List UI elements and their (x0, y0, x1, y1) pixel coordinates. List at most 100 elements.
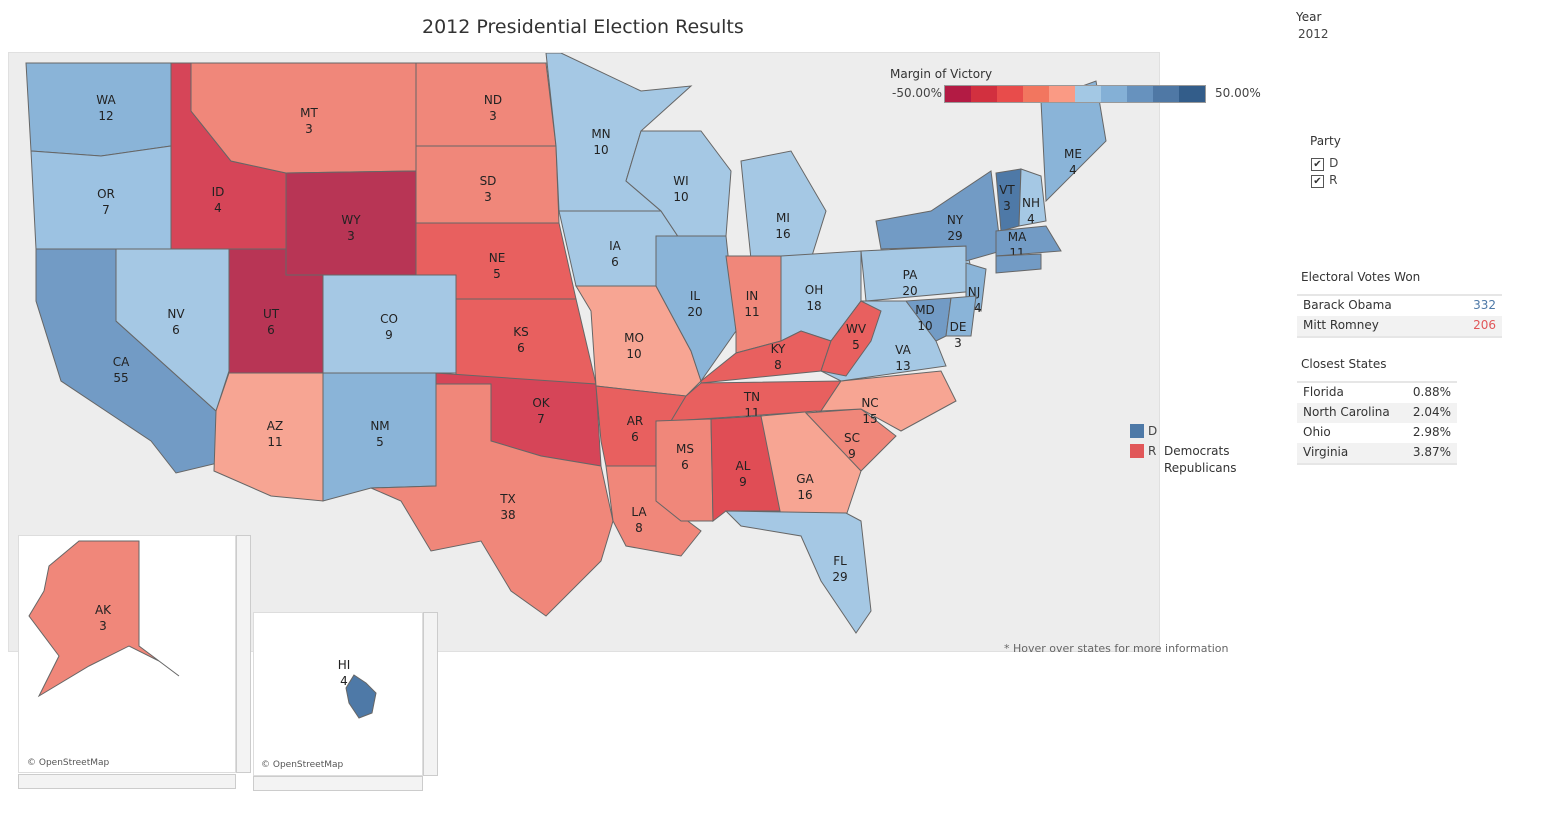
table-row[interactable]: North Carolina 2.04% (1297, 403, 1457, 423)
state-label: SD 3 (480, 174, 497, 204)
state-hi[interactable] (345, 674, 377, 719)
republican-swatch (1130, 443, 1144, 458)
state-label: NH 4 (1022, 196, 1040, 226)
party-option-label: D (1329, 156, 1339, 170)
alaska-vertical-scrollbar[interactable] (236, 535, 251, 773)
state-wv[interactable] (820, 300, 882, 377)
state-label: CA 55 (113, 355, 130, 385)
votes-value: 206 (1473, 318, 1496, 332)
party-option-label: R (1329, 173, 1338, 187)
state-label: GA 16 (796, 472, 814, 502)
table-row[interactable]: Barack Obama 332 (1297, 296, 1502, 316)
democrat-swatch (1130, 423, 1144, 438)
state-label: NY 29 (947, 213, 964, 243)
margin-value: 2.98% (1412, 425, 1451, 439)
state-ks[interactable] (455, 298, 597, 385)
state-label: ME 4 (1064, 147, 1082, 177)
ramp-swatch (1049, 86, 1075, 102)
year-filter-label: Year (1296, 10, 1322, 24)
state-label: LA 8 (631, 505, 647, 535)
state-label: MO 10 (624, 331, 644, 361)
legend-republicans: Republicans (1164, 461, 1237, 475)
year-filter-value[interactable]: 2012 (1298, 27, 1329, 41)
state-label: MI 16 (775, 211, 790, 241)
state-pa[interactable] (860, 245, 977, 302)
legend-min: -50.00% (892, 86, 943, 100)
state-nh[interactable] (1018, 168, 1047, 227)
table-row[interactable]: Florida 0.88% (1297, 383, 1457, 403)
state-label: OK 7 (532, 396, 550, 426)
state-name: North Carolina (1303, 405, 1390, 419)
state-label: UT 6 (263, 307, 280, 337)
legend-code-r: R (1148, 443, 1157, 458)
state-label: AK 3 (95, 603, 112, 633)
table-row[interactable]: Ohio 2.98% (1297, 423, 1457, 443)
ramp-swatch (971, 86, 997, 102)
alaska-map[interactable]: AK 3 (19, 536, 235, 772)
state-label: KY 8 (771, 342, 786, 372)
state-ms[interactable] (655, 418, 714, 522)
state-label: MN 10 (591, 127, 610, 157)
ramp-swatch (1179, 86, 1205, 102)
alaska-horizontal-scrollbar[interactable] (18, 774, 236, 789)
ramp-swatch (1127, 86, 1153, 102)
margin-value: 0.88% (1412, 385, 1451, 399)
state-label: MS 6 (676, 442, 694, 472)
osm-attribution: © OpenStreetMap (261, 760, 344, 770)
state-ky[interactable] (700, 330, 832, 384)
dashboard-title: 2012 Presidential Election Results (422, 16, 744, 38)
state-ma[interactable] (995, 225, 1062, 257)
candidate-name: Barack Obama (1303, 298, 1392, 312)
state-label: AR 6 (627, 414, 644, 444)
state-ak[interactable] (28, 540, 180, 698)
state-label: MT 3 (300, 106, 318, 136)
hawaii-horizontal-scrollbar[interactable] (253, 776, 423, 791)
candidate-name: Mitt Romney (1303, 318, 1379, 332)
party-filter-r[interactable]: ✔ R (1311, 169, 1337, 188)
legend-democrats: Democrats (1164, 444, 1230, 458)
state-label: IL 20 (687, 289, 702, 319)
hawaii-vertical-scrollbar[interactable] (423, 612, 438, 776)
state-label: WA 12 (96, 93, 116, 123)
state-label: WY 3 (341, 213, 361, 243)
state-de[interactable] (945, 295, 977, 337)
party-filter-d[interactable]: ✔ D (1311, 152, 1338, 171)
state-label: WI 10 (673, 174, 688, 204)
ramp-swatch (997, 86, 1023, 102)
state-name: Virginia (1303, 445, 1349, 459)
table-row[interactable]: Virginia 3.87% (1297, 443, 1457, 463)
state-label: NE 5 (489, 251, 506, 281)
ramp-swatch (1153, 86, 1179, 102)
margin-value: 3.87% (1412, 445, 1451, 459)
checkbox-checked-icon[interactable]: ✔ (1311, 175, 1324, 188)
hawaii-inset[interactable]: HI 4 © OpenStreetMap (253, 612, 423, 776)
state-label: KS 6 (513, 325, 529, 355)
state-label: NV 6 (167, 307, 185, 337)
state-label: WV 5 (846, 322, 867, 352)
state-label: ID 4 (212, 185, 225, 215)
ramp-swatch (1023, 86, 1049, 102)
state-ct[interactable] (995, 253, 1042, 274)
table-row[interactable]: Mitt Romney 206 (1297, 316, 1502, 336)
state-label: DE 3 (950, 320, 967, 350)
state-label: VA 13 (895, 343, 911, 373)
state-ga[interactable] (760, 410, 862, 517)
state-label: ND 3 (484, 93, 502, 123)
ramp-swatch (1075, 86, 1101, 102)
electoral-title: Electoral Votes Won (1301, 270, 1421, 284)
state-label: VT 3 (999, 183, 1015, 213)
alaska-inset[interactable]: AK 3 © OpenStreetMap (18, 535, 236, 773)
state-ny[interactable] (875, 170, 1002, 262)
state-label: HI 4 (338, 658, 351, 688)
state-label: OR 7 (97, 187, 115, 217)
state-label: NC 15 (861, 396, 878, 426)
party-filter-label: Party (1310, 134, 1341, 148)
margin-color-ramp (944, 85, 1206, 103)
state-label: FL 29 (832, 554, 847, 584)
state-label: PA 20 (902, 268, 918, 298)
state-fl[interactable] (724, 510, 872, 634)
state-name: Ohio (1303, 425, 1331, 439)
hawaii-map[interactable]: HI 4 (254, 613, 422, 775)
electoral-table: Barack Obama 332 Mitt Romney 206 (1297, 294, 1502, 338)
margin-value: 2.04% (1412, 405, 1451, 419)
